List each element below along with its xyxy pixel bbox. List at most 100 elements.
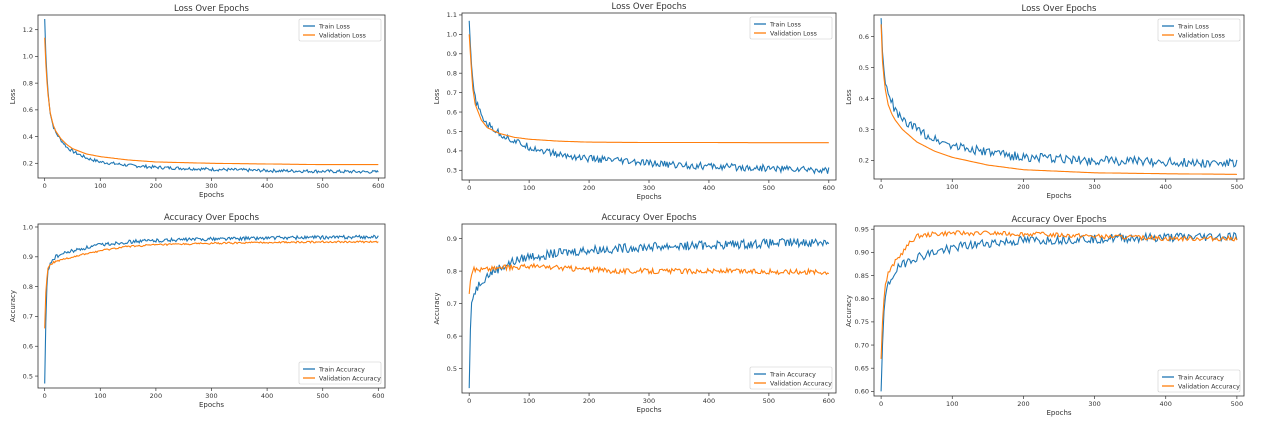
x-tick-label: 600 — [372, 182, 384, 190]
y-tick-label: 0.5 — [23, 372, 33, 380]
y-tick-label: 1.0 — [447, 31, 457, 39]
series-line-train-loss — [44, 18, 379, 174]
chart-panel-4: Accuracy Over Epochs Epochs Accuracy 0 100 20… — [9, 213, 386, 409]
y-tick-label: 0.6 — [447, 108, 457, 116]
chart-panel-2: Loss Over Epochs Epochs Loss 0 100 200 300 400 5… — [433, 2, 837, 201]
series-line-validation-accuracy — [468, 262, 830, 294]
y-tick-label: 0.7 — [23, 313, 33, 321]
y-tick-label: 0.70 — [855, 341, 869, 349]
series-line-train-loss — [468, 20, 830, 175]
x-tick-label: 500 — [1231, 183, 1243, 191]
y-tick-label: 0.5 — [447, 365, 457, 373]
y-tick-label: 1.0 — [23, 223, 33, 231]
x-tick-label: 500 — [1231, 400, 1243, 408]
legend-box — [298, 18, 382, 42]
y-tick-label: 0.85 — [855, 272, 869, 280]
y-tick-label: 0.75 — [855, 318, 869, 326]
y-tick-label: 0.60 — [855, 388, 869, 396]
x-tick-label: 0 — [43, 392, 47, 400]
y-tick-label: 0.4 — [23, 133, 33, 141]
x-tick-label: 200 — [1017, 400, 1029, 408]
y-axis-label: Accuracy — [845, 295, 853, 327]
plot-frame — [461, 12, 837, 181]
x-tick-label: 100 — [946, 183, 958, 191]
y-tick-label: 0.4 — [859, 95, 869, 103]
y-tick-label: 0.6 — [23, 343, 33, 351]
x-tick-label: 100 — [523, 184, 535, 192]
y-tick-label: 0.9 — [23, 253, 33, 261]
x-axis-label: Epochs — [636, 193, 661, 201]
y-axis-label: Loss — [9, 88, 17, 104]
y-axis-label: Accuracy — [433, 293, 441, 325]
x-tick-label: 500 — [317, 392, 329, 400]
legend-label: Train Loss — [318, 23, 350, 30]
chart-title: Loss Over Epochs — [612, 2, 688, 12]
x-tick-label: 300 — [1088, 183, 1100, 191]
y-axis-label: Loss — [845, 89, 853, 105]
legend-label: Validation Accuracy — [770, 380, 832, 387]
chart-panel-3: Loss Over Epochs Epochs Loss 0 100 200 300 400 5… — [845, 4, 1245, 200]
y-tick-label: 0.8 — [23, 283, 33, 291]
x-tick-label: 0 — [467, 397, 471, 405]
x-axis-label: Epochs — [1046, 409, 1071, 417]
legend: Train Accuracy Validation Accuracy — [749, 366, 833, 390]
series-line-validation-loss — [880, 24, 1237, 175]
y-tick-label: 0.2 — [859, 157, 869, 165]
y-tick-label: 0.7 — [447, 89, 457, 97]
x-tick-label: 400 — [1160, 183, 1172, 191]
plot-frame — [461, 223, 837, 394]
x-tick-label: 400 — [261, 182, 273, 190]
x-tick-label: 500 — [763, 397, 775, 405]
legend-box — [298, 361, 382, 385]
legend-label: Validation Loss — [770, 30, 817, 37]
y-tick-label: 0.7 — [447, 300, 457, 308]
y-tick-label: 0.2 — [23, 160, 33, 168]
x-axis-label: Epochs — [636, 406, 661, 414]
y-tick-label: 0.6 — [859, 33, 869, 41]
x-axis-label: Epochs — [199, 191, 224, 199]
legend: Train Loss Validation Loss — [749, 16, 833, 40]
y-axis-label: Accuracy — [9, 290, 17, 322]
y-tick-label: 0.80 — [855, 295, 869, 303]
y-tick-label: 0.90 — [855, 249, 869, 257]
y-tick-label: 0.6 — [447, 332, 457, 340]
legend: Train Accuracy Validation Accuracy — [1157, 369, 1241, 393]
x-tick-label: 100 — [94, 392, 106, 400]
x-tick-label: 300 — [643, 397, 655, 405]
y-tick-label: 1.2 — [23, 26, 33, 34]
y-tick-label: 0.5 — [447, 128, 457, 136]
y-tick-label: 0.8 — [447, 69, 457, 77]
x-tick-label: 200 — [583, 397, 595, 405]
series-line-validation-accuracy — [44, 240, 379, 329]
x-tick-label: 300 — [1088, 400, 1100, 408]
y-tick-label: 0.3 — [447, 167, 457, 175]
y-tick-label: 0.3 — [859, 126, 869, 134]
x-tick-label: 100 — [523, 397, 535, 405]
x-tick-label: 0 — [467, 184, 471, 192]
x-tick-label: 500 — [317, 182, 329, 190]
x-tick-label: 500 — [763, 184, 775, 192]
x-tick-label: 600 — [372, 392, 384, 400]
x-axis-label: Epochs — [199, 401, 224, 409]
x-tick-label: 300 — [205, 392, 217, 400]
legend-box — [1157, 369, 1241, 393]
legend-label: Validation Loss — [1178, 32, 1225, 39]
legend-box — [749, 16, 833, 40]
x-tick-label: 400 — [703, 184, 715, 192]
chart-title: Accuracy Over Epochs — [601, 213, 697, 223]
x-tick-label: 600 — [823, 397, 835, 405]
x-tick-label: 400 — [703, 397, 715, 405]
legend-label: Train Loss — [1177, 23, 1209, 30]
legend-label: Train Accuracy — [318, 366, 365, 373]
y-tick-label: 0.8 — [447, 267, 457, 275]
y-tick-label: 0.65 — [855, 365, 869, 373]
legend: Train Accuracy Validation Accuracy — [298, 361, 382, 385]
y-tick-label: 1.1 — [447, 11, 457, 19]
series-line-validation-loss — [44, 37, 379, 166]
x-tick-label: 200 — [583, 184, 595, 192]
series-line-train-accuracy — [468, 237, 830, 389]
x-tick-label: 0 — [879, 183, 883, 191]
series-line-train-loss — [880, 18, 1238, 169]
y-tick-label: 1.0 — [23, 53, 33, 61]
